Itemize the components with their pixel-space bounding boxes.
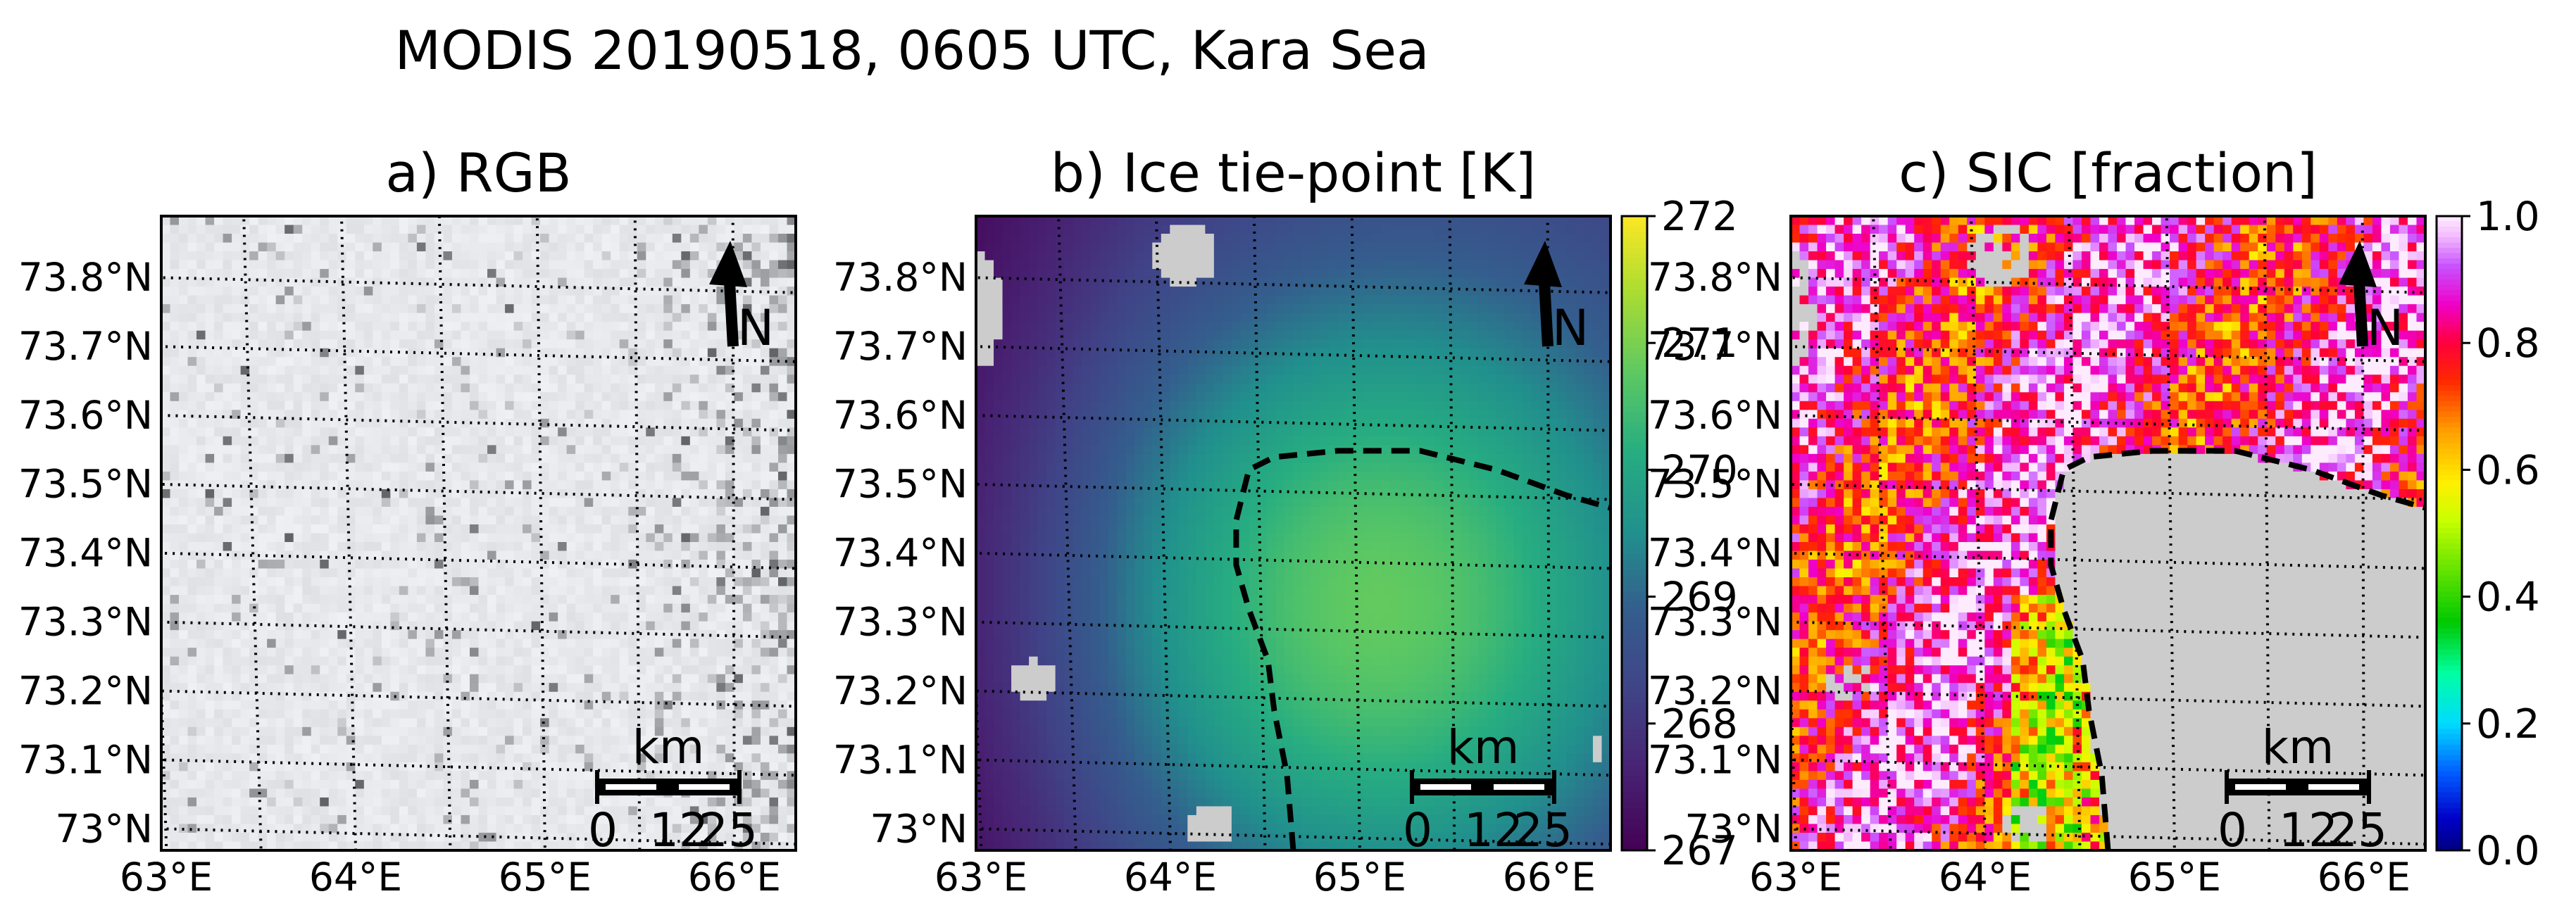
lat-tick-label: 73.4°N <box>18 531 153 576</box>
colorbar-tick-label: 269 <box>1661 574 1738 621</box>
lon-tick-label: 66°E <box>1503 855 1596 900</box>
north-arrow-icon <box>1524 241 1562 347</box>
field-raster <box>1791 216 2425 850</box>
lat-tick-label: 73.4°N <box>833 531 968 576</box>
scale-bar-tick-label: 12 <box>2279 803 2338 857</box>
lon-tick-label: 63°E <box>934 855 1027 900</box>
lat-tick-label: 73.5°N <box>1648 462 1782 507</box>
lon-tick-label: 63°E <box>120 855 213 900</box>
colorbar-tick-label: 267 <box>1661 828 1738 874</box>
lat-tick-label: 73.2°N <box>18 669 153 714</box>
graticule <box>1791 216 2425 850</box>
panel-c: c) SIC [fraction] 73°N 73.1°N 73.2°N 73.3°N 7… <box>1648 141 2540 900</box>
panel-b: b) Ice tie-point [K] 73°N 73.1°N 73.2°N 73.3… <box>833 141 1738 900</box>
axes-frame <box>160 215 797 852</box>
lon-tick-label: 65°E <box>1313 855 1406 900</box>
lat-tick-label: 73.6°N <box>18 393 153 438</box>
lat-tick-label: 73.8°N <box>1648 255 1782 300</box>
scale-bar-tick-label: 0 <box>1403 803 1432 857</box>
lat-tick-label: 73.1°N <box>1648 737 1782 782</box>
field-raster <box>161 216 796 850</box>
lat-tick-label: 73.8°N <box>18 255 153 300</box>
colorbar-tick-label: 270 <box>1661 447 1738 493</box>
north-arrow-icon <box>2339 241 2377 347</box>
colorbar-tick-label: 0.0 <box>2476 828 2540 874</box>
colorbar-tick-label: 1.0 <box>2476 194 2540 240</box>
lon-tick-label: 65°E <box>2128 855 2221 900</box>
colorbar-tick-label: 271 <box>1661 320 1738 367</box>
axes-frame <box>1789 215 2427 852</box>
lon-tick-label: 64°E <box>1939 855 2032 900</box>
lat-tick-label: 73.7°N <box>18 324 153 369</box>
colorbar: 0.0 0.2 0.4 0.6 0.8 1.0 <box>2435 194 2540 874</box>
scale-bar-tick-label: 0 <box>2218 803 2247 857</box>
scale-bar-tick-label: 12 <box>1464 803 1523 857</box>
north-arrow-label: N <box>737 299 774 357</box>
colorbar-tick-label: 0.8 <box>2476 320 2540 367</box>
panel-a: a) RGB 73°N 73.1°N 73.2°N 73.3°N 73.4°N 73.5°N… <box>18 141 797 900</box>
lat-tick-label: 73.1°N <box>833 737 968 782</box>
lat-tick-label: 73.6°N <box>833 393 968 438</box>
lon-tick-label: 63°E <box>1749 855 1842 900</box>
lon-tick-label: 64°E <box>1124 855 1217 900</box>
colorbar-tick-label: 268 <box>1661 701 1738 748</box>
polynya-contour <box>2048 448 2425 850</box>
lat-tick-label: 73.3°N <box>833 600 968 645</box>
lat-tick-label: 73.7°N <box>833 324 968 369</box>
scale-bar-unit: km <box>632 720 705 774</box>
lon-tick-label: 64°E <box>309 855 402 900</box>
lat-tick-label: 73.5°N <box>18 462 153 507</box>
north-arrow-label: N <box>2367 299 2403 357</box>
lat-tick-label: 73.1°N <box>18 737 153 782</box>
colorbar-tick-label: 0.4 <box>2476 574 2540 621</box>
graticule <box>976 216 1611 850</box>
lat-tick-label: 73.7°N <box>1648 324 1782 369</box>
lat-tick-label: 73.8°N <box>833 255 968 300</box>
scale-bar-tick-label: 12 <box>649 803 708 857</box>
colorbar: 267 268 269 270 271 272 <box>1620 194 1738 874</box>
scale-bar-unit: km <box>2262 720 2334 774</box>
scale-bar-tick-label: 25 <box>2328 803 2387 857</box>
lat-tick-label: 73°N <box>1684 806 1782 851</box>
scale-bar-tick-label: 0 <box>588 803 618 857</box>
polynya-contour <box>1233 448 1611 850</box>
scale-bar-tick-label: 25 <box>699 803 758 857</box>
scale-bar-unit: km <box>1447 720 1520 774</box>
colorbar-tick-label: 0.6 <box>2476 447 2540 493</box>
lat-tick-label: 73.3°N <box>18 600 153 645</box>
lat-tick-label: 73°N <box>55 806 153 851</box>
graticule <box>161 216 796 850</box>
lon-tick-label: 66°E <box>2318 855 2411 900</box>
north-arrow-icon <box>709 241 747 347</box>
figure-title: MODIS 20190518, 0605 UTC, Kara Sea <box>394 19 1429 82</box>
lat-tick-label: 73.2°N <box>1648 669 1782 714</box>
north-arrow-label: N <box>1552 299 1589 357</box>
colorbar-tick-label: 272 <box>1661 194 1738 240</box>
panel-title: c) SIC [fraction] <box>1899 141 2318 204</box>
lat-tick-label: 73.2°N <box>833 669 968 714</box>
field-raster <box>976 216 1611 850</box>
panel-title: a) RGB <box>385 141 571 204</box>
panel-title: b) Ice tie-point [K] <box>1051 141 1536 204</box>
lat-tick-label: 73.3°N <box>1648 600 1782 645</box>
axes-frame <box>975 215 1612 852</box>
colorbar-tick-label: 0.2 <box>2476 701 2540 748</box>
lat-tick-label: 73.4°N <box>1648 531 1782 576</box>
lat-tick-label: 73°N <box>870 806 968 851</box>
scale-bar-tick-label: 25 <box>1513 803 1573 857</box>
lat-tick-label: 73.6°N <box>1648 393 1782 438</box>
lat-tick-label: 73.5°N <box>833 462 968 507</box>
lon-tick-label: 66°E <box>688 855 781 900</box>
lon-tick-label: 65°E <box>499 855 592 900</box>
